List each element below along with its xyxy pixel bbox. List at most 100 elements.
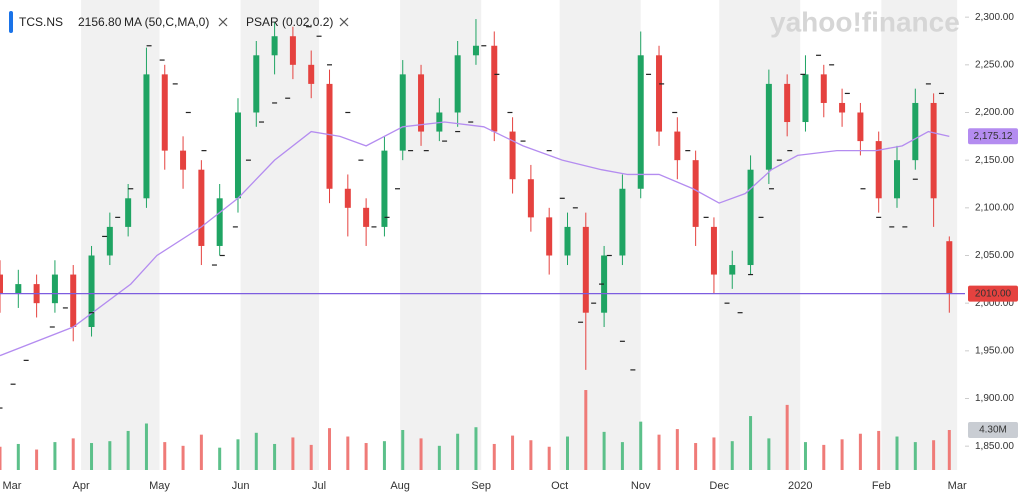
x-tick-label: May [149,480,170,492]
month-band [240,0,320,470]
candle-body [765,83,772,170]
volume-bar [254,432,258,470]
volume-tag: 4.30M [979,425,1007,436]
x-tick-label: Sep [471,480,491,492]
x-tick-label: Jul [312,480,326,492]
volume-bar [456,433,460,470]
candle-body [363,207,370,227]
volume-bar [877,430,881,470]
candle-body [15,284,22,294]
volume-bar [858,433,862,470]
volume-bar [218,447,222,470]
volume-bar [364,443,368,470]
candle-body [509,131,516,180]
ma-tag-bg [968,128,1018,145]
candle-body [674,131,681,161]
ma-tag: 2,175.12 [974,131,1013,142]
volume-bar [0,446,2,470]
volume-bar [346,436,350,470]
candle-body [161,74,168,151]
ma-legend[interactable]: MA (50,C,MA,0) [124,15,209,29]
candle-body [0,274,3,294]
volume-bar [913,442,917,470]
volume-bar [785,404,789,470]
symbol-marker [9,11,13,33]
volume-bar [90,443,94,470]
candle-body [88,255,95,327]
candle-body [125,198,132,227]
volume-bar [767,438,771,470]
candle-body [381,150,388,227]
y-tick-label: 2,250.00 [975,59,1014,70]
x-tick-label: Apr [73,480,90,492]
volume-bar [16,443,20,470]
volume-bar [694,443,698,470]
candle-body [289,36,296,65]
x-tick-label: Jun [232,480,250,492]
volume-bar [71,438,75,470]
volume-bar [602,431,606,470]
volume-bar [620,442,624,470]
volume-bar [181,445,185,470]
candle-body [912,102,919,161]
candle-body [143,74,150,199]
x-tick-label: Mar [3,480,22,492]
candle-body [308,64,315,84]
month-band [881,0,958,470]
y-tick-label: 2,000.00 [975,298,1014,309]
month-band [559,0,641,470]
candle-body [710,226,717,275]
candle-body [564,226,571,256]
remove-psar[interactable] [339,17,349,27]
volume-bar [529,440,533,470]
candle-body [946,241,953,294]
remove-ma[interactable] [218,17,228,27]
volume-bar [437,445,441,470]
volume-bar [126,430,130,470]
month-band [400,0,482,470]
candle-body [894,160,901,199]
volume-bar [932,440,936,470]
volume-bar [419,438,423,470]
x-tick-label: Aug [390,480,410,492]
candle-body [180,150,187,170]
y-tick-label: 2,050.00 [975,250,1014,261]
candle-body [399,74,406,151]
volume-bar [657,434,661,470]
volume-bar [328,428,332,470]
candle-body [601,255,608,313]
candle-body [216,198,223,246]
candle-body [106,226,113,256]
volume-bar [547,446,551,470]
candle-body [839,102,846,113]
candle-body [692,160,699,227]
volume-bar [236,439,240,470]
candle-body [820,74,827,103]
symbol: TCS.NS [19,15,63,29]
volume-bar [895,436,899,470]
candle-body [198,169,205,246]
candle-body [527,179,534,218]
price-tag-bg [968,285,1018,302]
y-tick-label: 1,950.00 [975,345,1014,356]
volume-bar [291,437,295,470]
volume-bar [584,390,588,470]
candle-body [271,36,278,56]
x-tick-label: Dec [709,480,729,492]
volume-bar [199,434,203,470]
volume-bar [565,436,569,470]
y-tick-label: 2,300.00 [975,12,1014,23]
y-tick-label: 2,150.00 [975,155,1014,166]
volume-bar [144,423,148,470]
candle-body [637,55,644,189]
candle-body [802,74,809,123]
ma-line [0,121,950,357]
y-tick-label: 2,200.00 [975,107,1014,118]
x-tick-label: Nov [631,480,651,492]
candle-body [747,169,754,266]
volume-bar [53,442,57,470]
volume-bar [947,430,951,470]
candle-body [930,102,937,199]
candle-body [729,265,736,275]
psar-legend[interactable]: PSAR (0.02,0.2) [246,15,333,29]
